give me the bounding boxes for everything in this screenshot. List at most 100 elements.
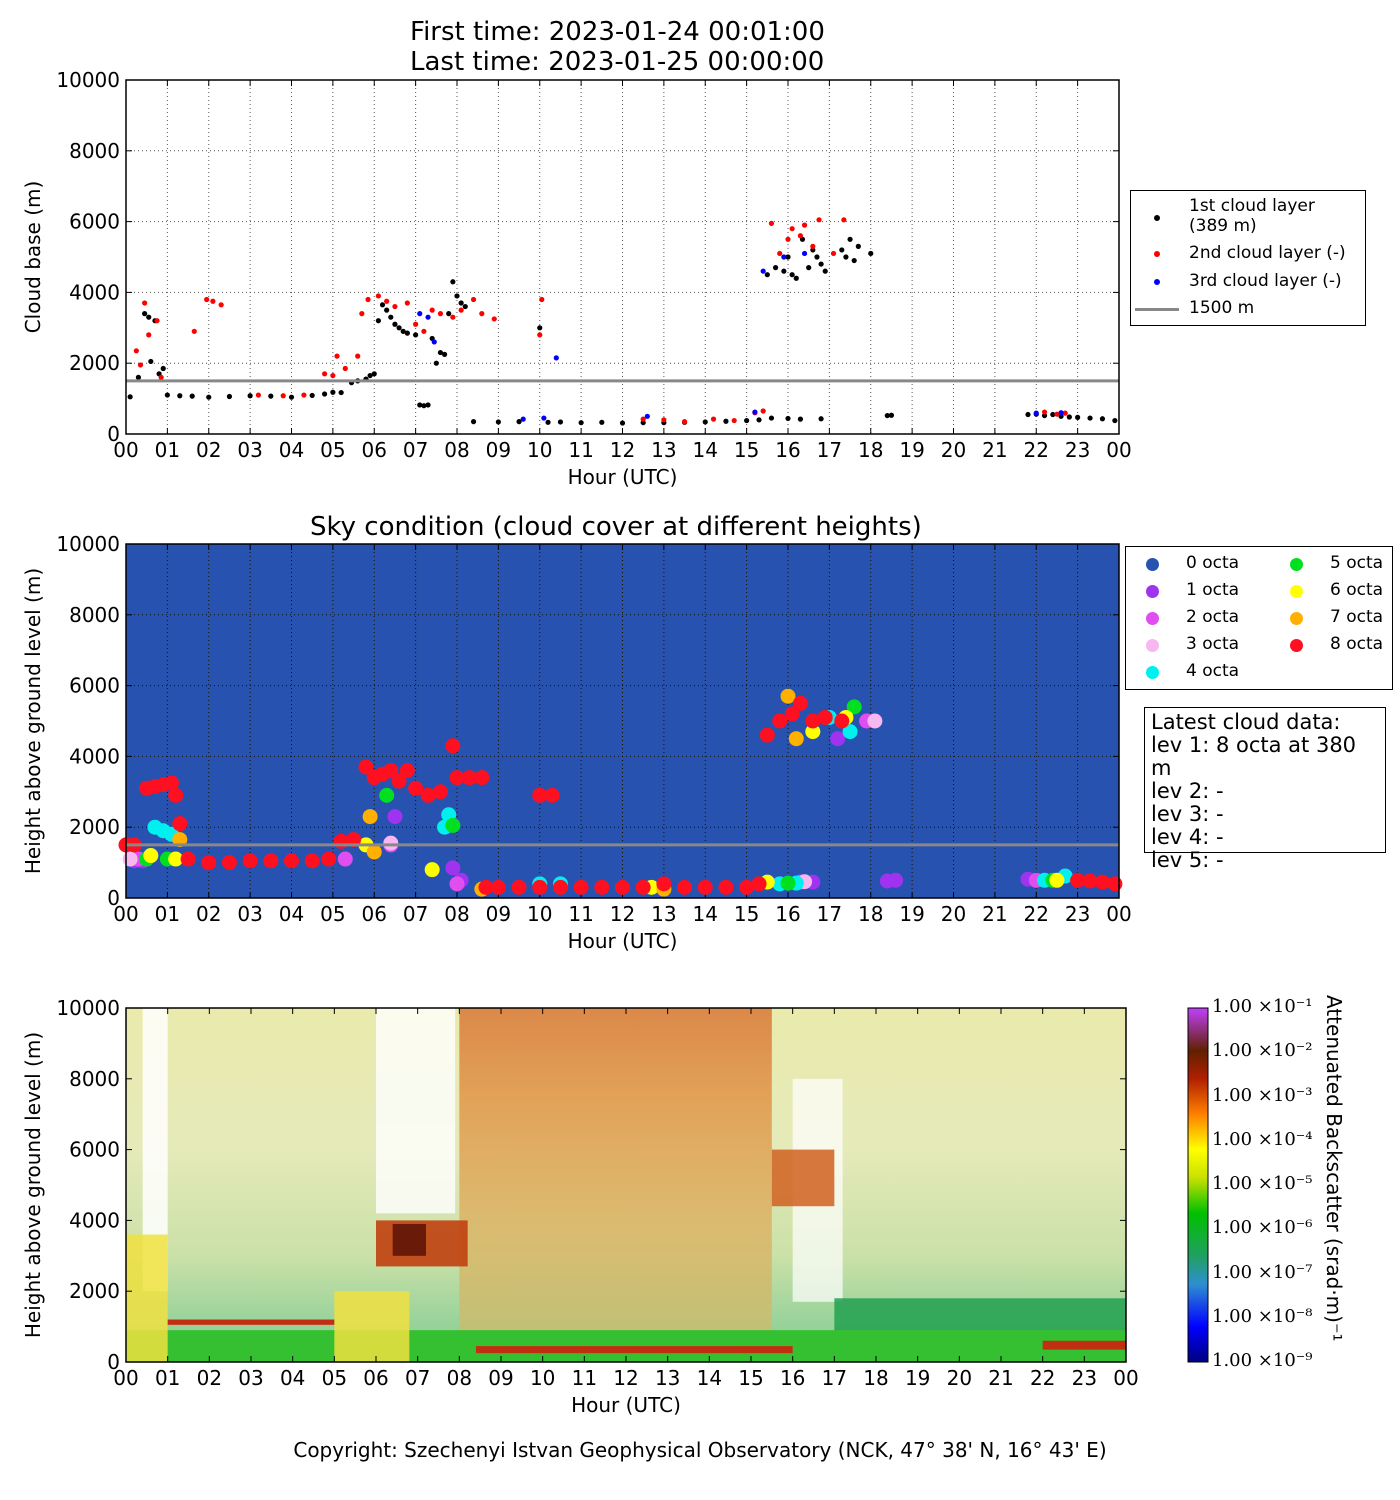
layer1-point: [884, 412, 890, 419]
layer1-point: [789, 272, 795, 278]
layer1-point: [781, 268, 787, 274]
x-tick-label: 11: [568, 438, 593, 462]
layer1-point: [1050, 411, 1056, 418]
sky-condition-title: Sky condition (cloud cover at different …: [310, 512, 922, 542]
layer2-point: [785, 236, 791, 242]
octa-8-point: [461, 770, 477, 786]
octa-8-point: [544, 787, 560, 803]
layer3-point: [417, 311, 423, 317]
x-tick-label: 09: [486, 902, 511, 926]
layer1-point: [309, 392, 315, 399]
x-tick-label: 01: [155, 1366, 180, 1390]
octa-8-point: [1094, 874, 1110, 890]
layer1-point: [744, 417, 750, 424]
layer1-point: [135, 374, 142, 380]
layer3-point: [520, 416, 526, 422]
octa-8-point: [172, 816, 188, 832]
x-tick-label: 10: [530, 1366, 555, 1390]
layer2-point: [158, 374, 164, 380]
octa-7-point: [788, 731, 804, 747]
latest-cloud-title: Latest cloud data:: [1151, 710, 1341, 734]
legend-octa-1-marker: [1146, 585, 1159, 598]
x-tick-label: 02: [196, 902, 221, 926]
layer1-point: [454, 293, 460, 299]
layer1-point: [330, 389, 336, 395]
x-tick-label: 21: [982, 902, 1007, 926]
layer1-point: [1075, 414, 1081, 420]
layer1-point: [268, 393, 274, 399]
layer2-point: [760, 408, 766, 414]
y-tick-label: 0: [107, 422, 120, 446]
layer2-point: [731, 417, 737, 424]
layer3-point: [431, 339, 437, 345]
x-tick-label: 03: [237, 902, 262, 926]
x-tick-label: 23: [1065, 438, 1090, 462]
legend-layer2-marker: [1154, 251, 1160, 257]
layer2-point: [1062, 410, 1068, 416]
y-axis-label: Height above ground level (m): [21, 1032, 45, 1338]
heatmap-cloud-core: [392, 1223, 426, 1256]
y-tick-label: 10000: [56, 996, 120, 1020]
octa-8-point: [383, 763, 399, 779]
layer2-point: [479, 311, 485, 317]
layer1-point: [288, 394, 295, 400]
octa-8-point: [697, 879, 713, 895]
legend-octa-2-marker: [1146, 612, 1159, 625]
layer1-point: [818, 261, 824, 267]
layer1-point: [226, 393, 233, 400]
octa-8-point: [1082, 873, 1098, 889]
y-tick-label: 8000: [69, 1067, 120, 1091]
layer2-point: [204, 296, 210, 303]
octa-8-point: [445, 738, 461, 754]
layer3-point: [760, 268, 766, 274]
layer2-point: [1054, 411, 1060, 417]
plot-frame: [125, 79, 1120, 435]
x-tick-label: 03: [238, 1366, 263, 1390]
y-tick-label: 0: [107, 886, 120, 910]
layer2-point: [841, 217, 847, 223]
x-tick-label: 08: [447, 1366, 472, 1390]
octa-8-point: [180, 851, 196, 867]
x-tick-label: 00: [1113, 1366, 1138, 1390]
octa-8-point: [242, 853, 258, 869]
x-tick-label: 00: [113, 902, 138, 926]
octa-8-point: [805, 713, 821, 729]
layer2-point: [342, 365, 348, 372]
colorbar-label-container: Attenuated Backscatter (srad·m)⁻¹: [1316, 995, 1346, 1375]
latest-cloud-lev2: lev 2: -: [1151, 779, 1224, 803]
layer2-point: [191, 328, 197, 334]
x-tick-label: 14: [693, 438, 718, 462]
y-tick-label: 2000: [69, 1279, 120, 1303]
y-tick-label: 2000: [69, 351, 120, 375]
x-axis-label: Hour (UTC): [568, 929, 678, 953]
octa-8-point: [759, 727, 775, 743]
layer2-point: [330, 372, 336, 379]
layer1-point: [446, 311, 452, 317]
legend-octa-3-marker: [1146, 639, 1159, 652]
legend-octa-4-label: 4 octa: [1186, 661, 1240, 681]
layer3-point: [781, 254, 787, 260]
x-tick-label: 12: [610, 902, 635, 926]
x-axis-label: Hour (UTC): [568, 465, 678, 489]
x-tick-label: 05: [320, 438, 345, 462]
octa-3-point: [122, 851, 138, 867]
x-tick-label: 21: [982, 438, 1007, 462]
layer1-point: [148, 358, 154, 365]
x-tick-label: 20: [941, 438, 966, 462]
x-tick-label: 22: [1024, 902, 1049, 926]
heatmap-clear-gap: [376, 1008, 456, 1214]
layer2-point: [334, 353, 340, 359]
octa-8-point: [532, 787, 548, 803]
x-tick-label: 17: [817, 902, 842, 926]
layer1-point: [437, 349, 444, 356]
layer1-point: [578, 420, 584, 426]
layer1-point: [322, 391, 328, 397]
layer1-point: [545, 419, 551, 425]
octa-8-point: [1070, 872, 1086, 888]
layer1-point: [384, 307, 390, 313]
y-tick-label: 8000: [69, 139, 120, 163]
x-tick-label: 00: [1106, 902, 1131, 926]
octa-8-point: [449, 770, 465, 786]
layer1-point: [843, 254, 849, 260]
heatmap-yellow-zone: [126, 1234, 168, 1362]
